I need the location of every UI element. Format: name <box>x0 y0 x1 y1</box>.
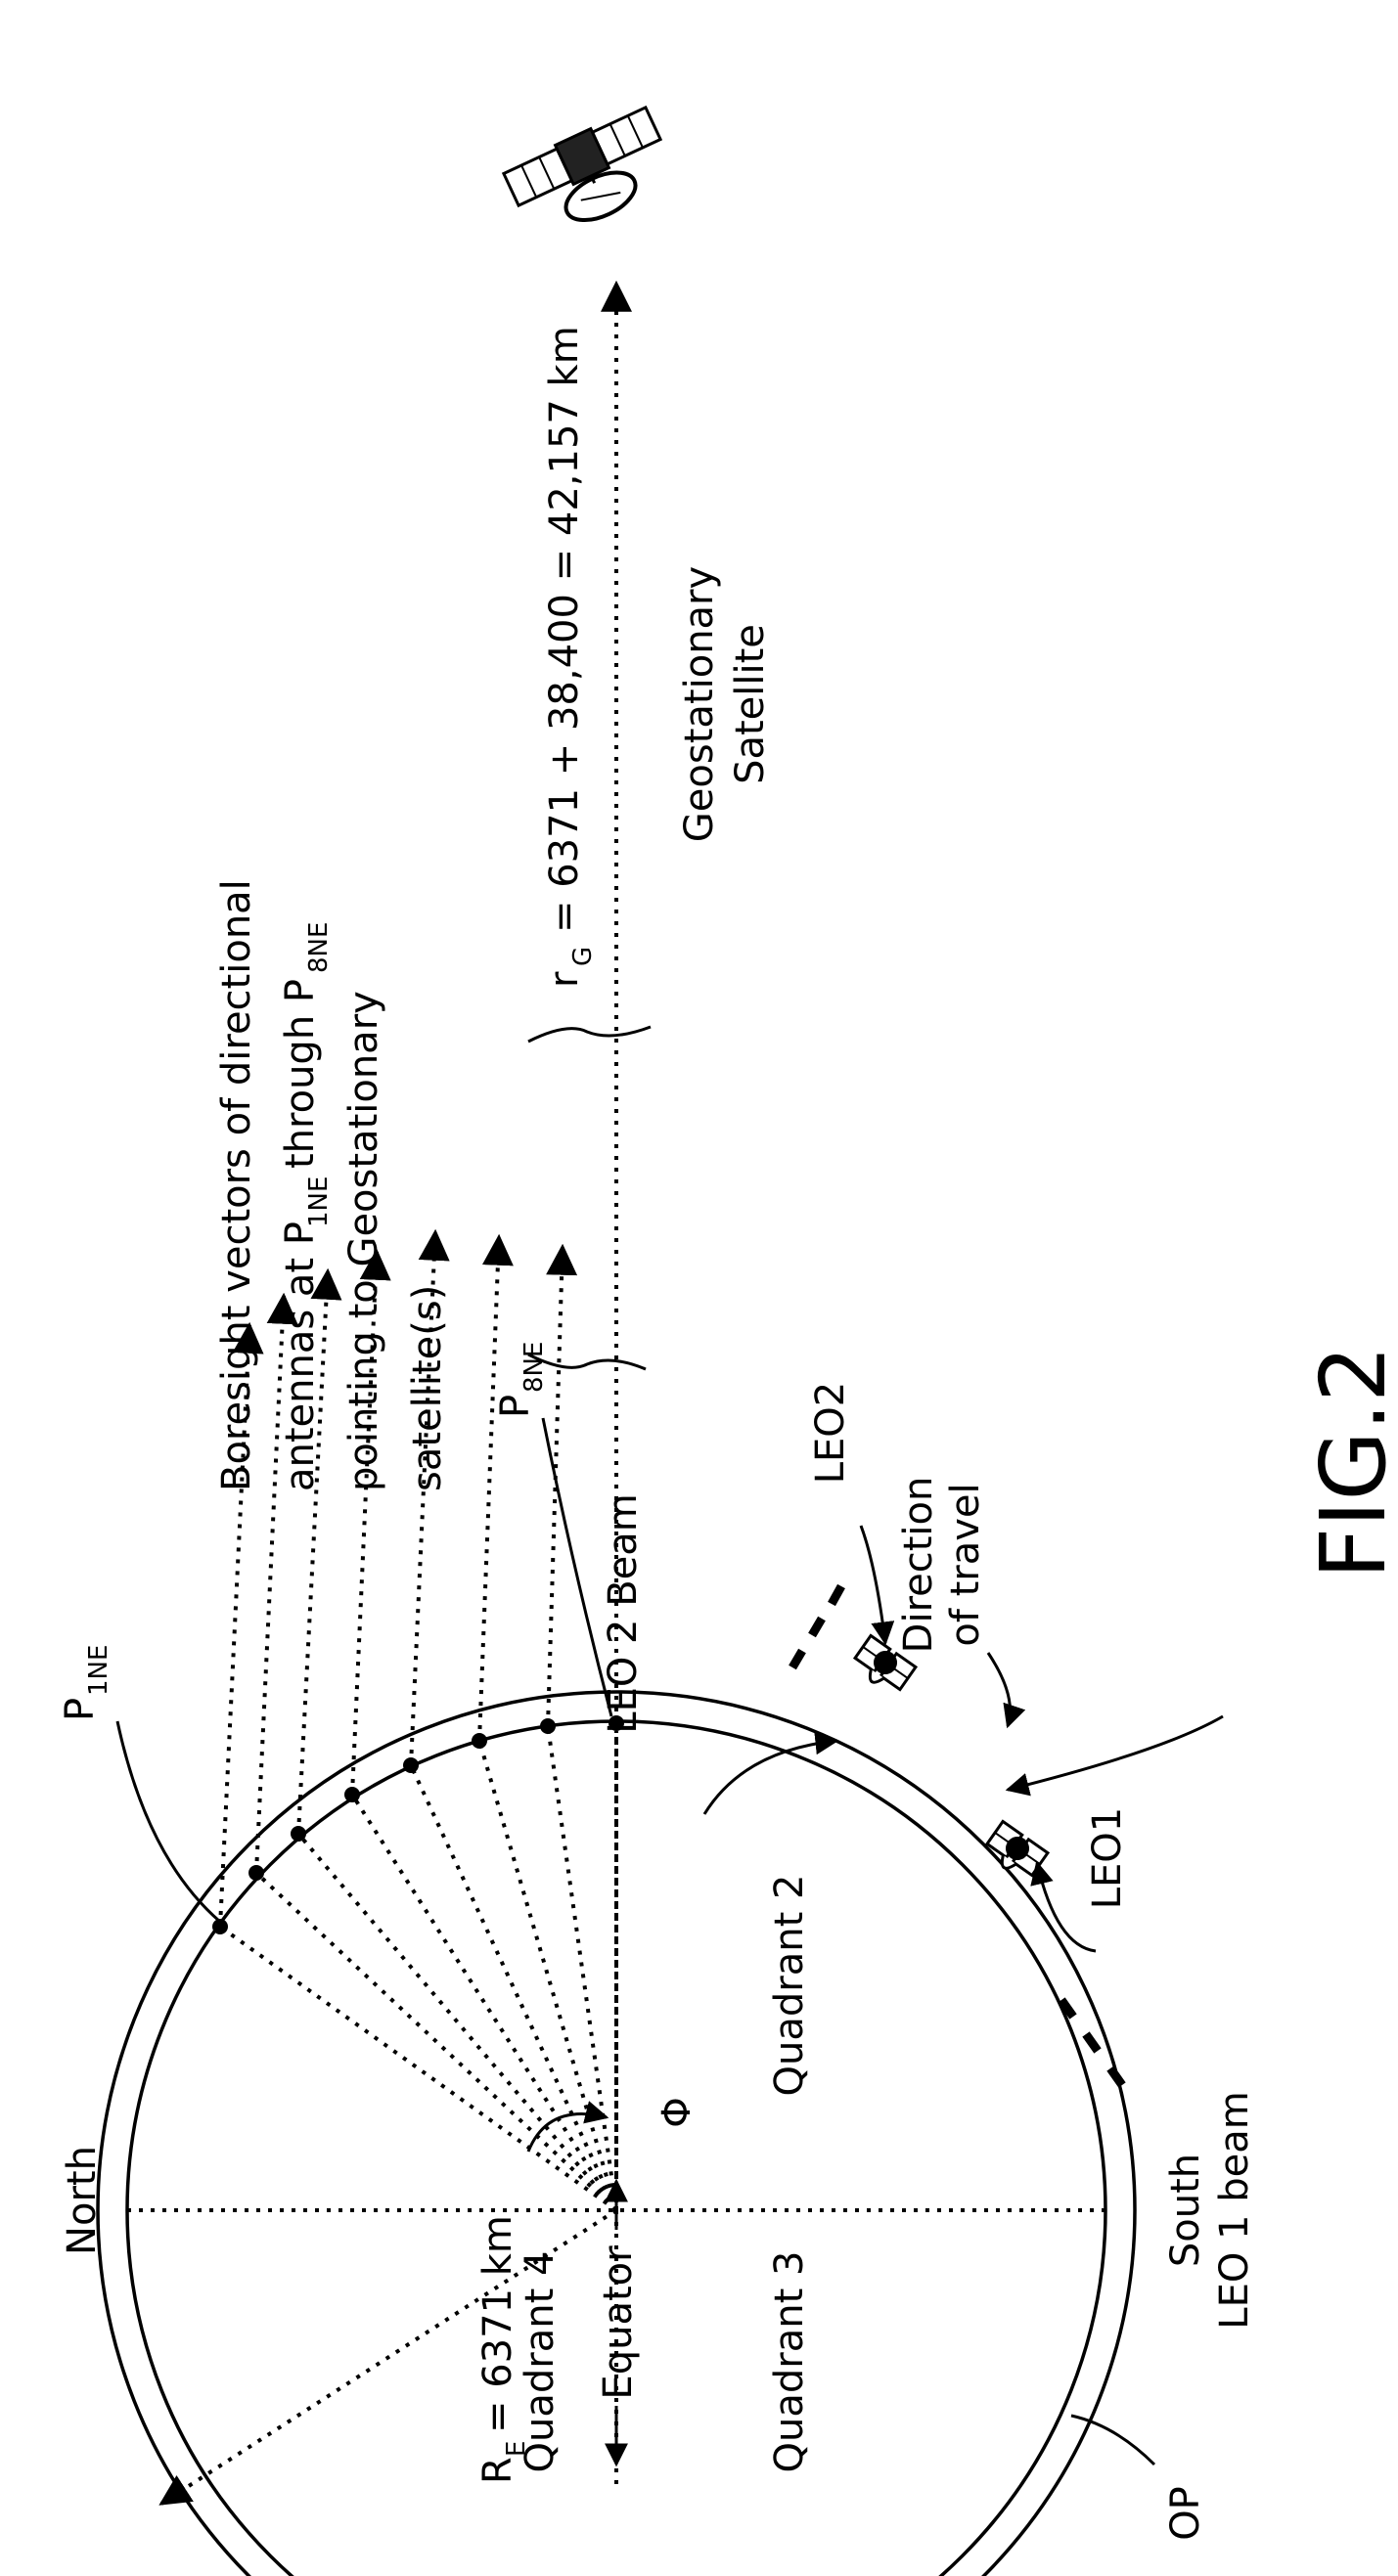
svg-text:8NE: 8NE <box>304 922 334 973</box>
geostationary-label-2: Satellite <box>728 624 773 784</box>
boresight-line-1: Boresight vectors of directional <box>214 879 259 1491</box>
svg-text:1NE: 1NE <box>304 1177 334 1227</box>
radial-lines <box>220 1723 616 2210</box>
svg-text:antennas at P: antennas at P <box>278 1221 323 1491</box>
svg-text:P: P <box>493 1395 538 1418</box>
orbit-dashes-upper <box>792 1586 841 1667</box>
leo2-pointer <box>861 1526 885 1643</box>
orbit-dashes-lower <box>1061 2000 1122 2085</box>
figure-label: FIG.2 <box>1301 1345 1398 1578</box>
leo2-label: LEO2 <box>808 1382 853 1485</box>
svg-text:G: G <box>568 947 598 966</box>
boresight-line-3: pointing to Geostationary <box>341 991 386 1491</box>
geostationary-label-1: Geostationary <box>677 566 722 842</box>
svg-text:E: E <box>502 2441 531 2457</box>
svg-text:R: R <box>475 2457 520 2484</box>
direction-arrow <box>988 1653 1011 1726</box>
south-label: South <box>1163 2154 1208 2267</box>
svg-text:= 6371 + 38,400 = 42,157 km: = 6371 + 38,400 = 42,157 km <box>542 326 587 933</box>
north-label: North <box>60 2146 105 2255</box>
svg-text:8NE: 8NE <box>519 1342 549 1393</box>
leo2-beam-leader <box>704 1741 836 1814</box>
boresight-line-4: satellite(s) <box>405 1285 450 1491</box>
svg-text:r: r <box>542 971 587 988</box>
svg-text:= 6371 km: = 6371 km <box>475 2215 520 2433</box>
phi-label: Φ <box>654 2097 699 2127</box>
p1ne-label: P 1NE <box>58 1645 113 1721</box>
leo1-label: LEO1 <box>1085 1807 1130 1910</box>
rg-brace-mid <box>528 1027 651 1042</box>
orbital-path-label: OP <box>1163 2486 1208 2541</box>
quadrant-3-label: Quadrant 3 <box>767 2251 812 2473</box>
svg-text:P: P <box>58 1698 103 1721</box>
p1ne-leader <box>117 1721 220 1922</box>
leo1-beam-label: LEO 1 beam <box>1212 2091 1257 2329</box>
equator-label: Equator <box>596 2245 641 2400</box>
rg-equation: r G = 6371 + 38,400 = 42,157 km <box>542 326 598 988</box>
p8ne-label: P 8NE <box>493 1342 549 1418</box>
quadrant-4-label: Quadrant 4 <box>518 2251 563 2473</box>
direction-label-2: of travel <box>943 1483 988 1646</box>
satellite-icon <box>502 104 680 246</box>
quadrant-2-label: Quadrant 2 <box>767 1875 812 2097</box>
direction-label-1: Direction <box>896 1477 941 1654</box>
svg-text:through P: through P <box>278 979 323 1169</box>
op-leader <box>1071 2416 1154 2465</box>
boresight-line-2: antennas at P 1NE through P 8NE <box>278 922 334 1491</box>
leo2-beam-label: LEO 2 Beam <box>601 1493 646 1733</box>
svg-text:1NE: 1NE <box>84 1645 113 1696</box>
leo1-beam-leader <box>1008 1716 1223 1790</box>
